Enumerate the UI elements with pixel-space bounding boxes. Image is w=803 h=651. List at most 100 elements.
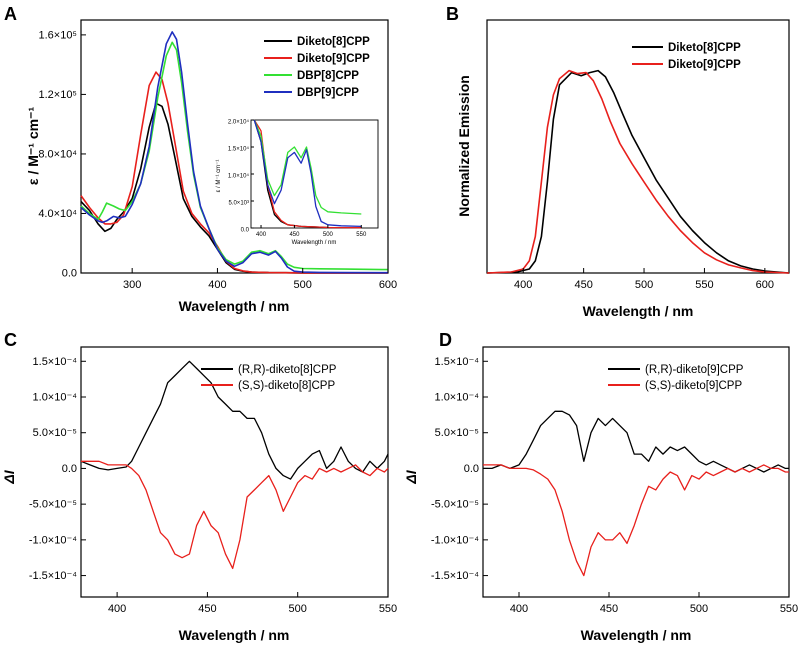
- legend-text-diketo8: Diketo[8]CPP: [297, 36, 370, 48]
- a-xticks-label-3: 600: [379, 279, 397, 291]
- ai-xticks-label-3: 550: [356, 232, 367, 238]
- d-xticks-label-0: 400: [510, 603, 528, 615]
- c-yticks-label-6: 1.5×10⁻⁴: [33, 356, 78, 368]
- inset-series: [253, 119, 362, 229]
- panel-b-x-ticks: 400 450 500 550 600: [514, 268, 774, 291]
- panel-d-series: [483, 410, 789, 577]
- panel-b: B 400 450 500 550 600 Wavelength / nm Normal…: [446, 4, 790, 319]
- panel-d-x-axis-label: Wavelength / nm: [581, 627, 692, 643]
- c-yticks-label-2: -5.0×10⁻⁵: [29, 499, 77, 511]
- b-xticks-label-0: 400: [514, 279, 532, 291]
- c-yticks-label-3: 0.0: [62, 463, 77, 475]
- a-series-line-1: [80, 71, 389, 274]
- panel-c-x-ticks: 400 450 500 550: [108, 592, 397, 615]
- c-yticks-label-4: 5.0×10⁻⁵: [33, 427, 77, 439]
- a-yticks-label-4: 1.6×10⁵: [38, 29, 77, 41]
- panel-a-inset: 400 450 500 550 0.0 5.0×10³ 1.0×10⁴ 1.5×10⁴ 2.0…: [216, 119, 379, 246]
- d-yticks-label-4: 5.0×10⁻⁵: [435, 427, 479, 439]
- c-yticks-label-1: -1.0×10⁻⁴: [29, 534, 77, 546]
- panel-a-y-ticks: 0.0 4.0×10⁴ 8.0×10⁴ 1.2×10⁵ 1.6×10⁵: [38, 29, 86, 280]
- panel-b-legend: Diketo[8]CPP Diketo[9]CPP: [632, 42, 741, 71]
- ai-series-line-0: [253, 119, 362, 229]
- panel-a: A 300 400 500 600 0.0 4.0×10⁴ 8.0×10⁴ 1.2×10⁵ 1…: [4, 4, 397, 314]
- a-xticks-label-1: 400: [208, 279, 226, 291]
- panel-a-series: [80, 31, 389, 274]
- inset-frame: [250, 119, 379, 229]
- b-xticks-label-3: 550: [695, 279, 713, 291]
- legend-text-b-diketo8: Diketo[8]CPP: [668, 42, 741, 54]
- ai-series-line-3: [253, 119, 362, 228]
- c-series-line-0: [80, 360, 389, 480]
- a-series-line-0: [80, 102, 389, 274]
- panel-b-x-axis-label: Wavelength / nm: [583, 303, 694, 319]
- b-series-line-0: [486, 69, 790, 274]
- inset-x-axis-label: Wavelength / nm: [292, 240, 337, 246]
- legend-text-rr8: (R,R)-diketo[8]CPP: [238, 364, 337, 376]
- a-yticks-label-2: 8.0×10⁴: [38, 148, 77, 160]
- c-xticks-label-0: 400: [108, 603, 126, 615]
- panel-c-y-axis-label: ΔI: [1, 469, 17, 484]
- b-xticks-label-4: 600: [756, 279, 774, 291]
- ai-xticks-label-1: 450: [289, 232, 300, 238]
- inset-y-ticks: 0.0 5.0×10³ 1.0×10⁴ 1.5×10⁴ 2.0×10⁴: [228, 119, 254, 234]
- inset-y-axis-label: ε / M⁻¹ cm⁻¹: [216, 160, 222, 193]
- legend-text-ss9: (S,S)-diketo[9]CPP: [645, 380, 742, 392]
- c-xticks-label-1: 450: [198, 603, 216, 615]
- ai-yticks-label-0: 0.0: [241, 228, 250, 234]
- a-xticks-label-0: 300: [123, 279, 141, 291]
- legend-text-dbp9: DBP[9]CPP: [297, 87, 359, 99]
- d-yticks-label-2: -5.0×10⁻⁵: [431, 499, 479, 511]
- panel-b-label: B: [446, 4, 459, 24]
- d-yticks-label-3: 0.0: [464, 463, 479, 475]
- d-series-line-0: [483, 410, 789, 473]
- legend-text-b-diketo9: Diketo[9]CPP: [668, 59, 741, 71]
- c-xticks-label-2: 500: [289, 603, 307, 615]
- d-xticks-label-3: 550: [780, 603, 798, 615]
- legend-text-rr9: (R,R)-diketo[9]CPP: [645, 364, 744, 376]
- d-yticks-label-1: -1.0×10⁻⁴: [431, 534, 479, 546]
- c-yticks-label-0: -1.5×10⁻⁴: [29, 570, 77, 582]
- panel-b-series: [486, 69, 790, 274]
- d-xticks-label-1: 450: [600, 603, 618, 615]
- panel-d-label: D: [439, 330, 452, 350]
- ai-yticks-label-4: 2.0×10⁴: [228, 119, 250, 126]
- panel-c-series: [80, 360, 389, 570]
- panel-c-label: C: [4, 330, 17, 350]
- legend-text-ss8: (S,S)-diketo[8]CPP: [238, 380, 335, 392]
- ai-series-line-2: [253, 119, 362, 215]
- panel-c-x-axis-label: Wavelength / nm: [179, 627, 290, 643]
- inset-x-ticks: 400 450 500 550: [256, 225, 367, 238]
- panel-d: D 400 450 500 550 -1.5×10⁻⁴ -1.0×10⁻⁴ -5.0×10…: [403, 330, 798, 643]
- panel-c-legend: (R,R)-diketo[8]CPP (S,S)-diketo[8]CPP: [201, 364, 337, 392]
- panel-a-label: A: [4, 4, 17, 24]
- panel-d-x-ticks: 400 450 500 550: [510, 592, 798, 615]
- panel-a-x-axis-label: Wavelength / nm: [179, 298, 290, 314]
- panel-a-legend: Diketo[8]CPP Diketo[9]CPP DBP[8]CPP DBP[…: [264, 36, 370, 99]
- d-yticks-label-6: 1.5×10⁻⁴: [435, 356, 480, 368]
- a-series-line-3: [80, 31, 389, 274]
- panel-a-y-axis-label: ε / M⁻¹ cm⁻¹: [25, 107, 41, 186]
- panel-a-x-ticks: 300 400 500 600: [123, 268, 397, 291]
- panel-b-plot-frame: [486, 19, 790, 274]
- b-series-line-1: [486, 69, 790, 274]
- a-yticks-label-3: 1.2×10⁵: [38, 89, 77, 101]
- ai-yticks-label-2: 1.0×10⁴: [228, 173, 250, 180]
- b-xticks-label-1: 450: [574, 279, 592, 291]
- panel-c-plot-frame: [80, 346, 389, 598]
- panel-d-legend: (R,R)-diketo[9]CPP (S,S)-diketo[9]CPP: [608, 364, 744, 392]
- panel-b-y-axis-label: Normalized Emission: [456, 75, 472, 217]
- b-xticks-label-2: 500: [635, 279, 653, 291]
- a-xticks-label-2: 500: [294, 279, 312, 291]
- a-yticks-label-1: 4.0×10⁴: [38, 208, 77, 220]
- legend-text-dbp8: DBP[8]CPP: [297, 70, 359, 82]
- d-yticks-label-5: 1.0×10⁻⁴: [435, 392, 480, 404]
- panel-d-y-axis-label: ΔI: [403, 469, 419, 484]
- ai-yticks-label-1: 5.0×10³: [228, 201, 249, 207]
- ai-yticks-label-3: 1.5×10⁴: [228, 146, 250, 153]
- ai-xticks-label-2: 500: [323, 232, 334, 238]
- panel-c: C 400 450 500 550 -1.5×10⁻⁴ -1.0×10⁻⁴ -5.0×10…: [1, 330, 397, 643]
- c-xticks-label-3: 550: [379, 603, 397, 615]
- ai-xticks-label-0: 400: [256, 232, 267, 238]
- panel-d-y-ticks: -1.5×10⁻⁴ -1.0×10⁻⁴ -5.0×10⁻⁵ 0.0 5.0×10⁻⁵ 1.…: [431, 356, 488, 582]
